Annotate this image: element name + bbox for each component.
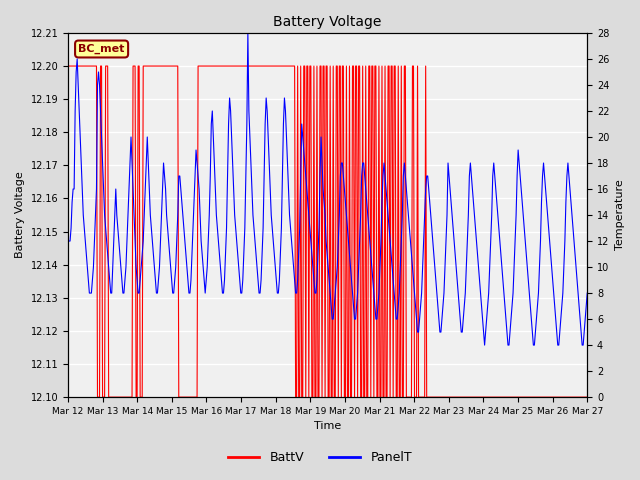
PanelT bbox=[244, 30, 252, 36]
PanelT bbox=[138, 251, 146, 257]
Y-axis label: Battery Voltage: Battery Voltage bbox=[15, 172, 25, 258]
BattV bbox=[140, 63, 147, 69]
Y-axis label: Temperature: Temperature bbox=[615, 180, 625, 251]
PanelT bbox=[237, 290, 244, 296]
BattV bbox=[529, 394, 536, 400]
Line: PanelT: PanelT bbox=[68, 33, 588, 345]
PanelT bbox=[64, 238, 72, 244]
BattV bbox=[93, 394, 101, 400]
PanelT bbox=[491, 173, 499, 179]
BattV bbox=[74, 63, 82, 69]
BattV bbox=[584, 394, 591, 400]
BattV bbox=[490, 394, 497, 400]
PanelT bbox=[294, 277, 301, 283]
X-axis label: Time: Time bbox=[314, 421, 341, 432]
Legend: BattV, PanelT: BattV, PanelT bbox=[223, 446, 417, 469]
Text: BC_met: BC_met bbox=[79, 44, 125, 54]
BattV bbox=[294, 63, 301, 69]
Line: BattV: BattV bbox=[68, 66, 588, 397]
BattV bbox=[64, 63, 72, 69]
BattV bbox=[238, 63, 246, 69]
PanelT bbox=[74, 82, 82, 88]
PanelT bbox=[529, 342, 537, 348]
PanelT bbox=[584, 290, 591, 296]
PanelT bbox=[481, 342, 488, 348]
Title: Battery Voltage: Battery Voltage bbox=[273, 15, 382, 29]
